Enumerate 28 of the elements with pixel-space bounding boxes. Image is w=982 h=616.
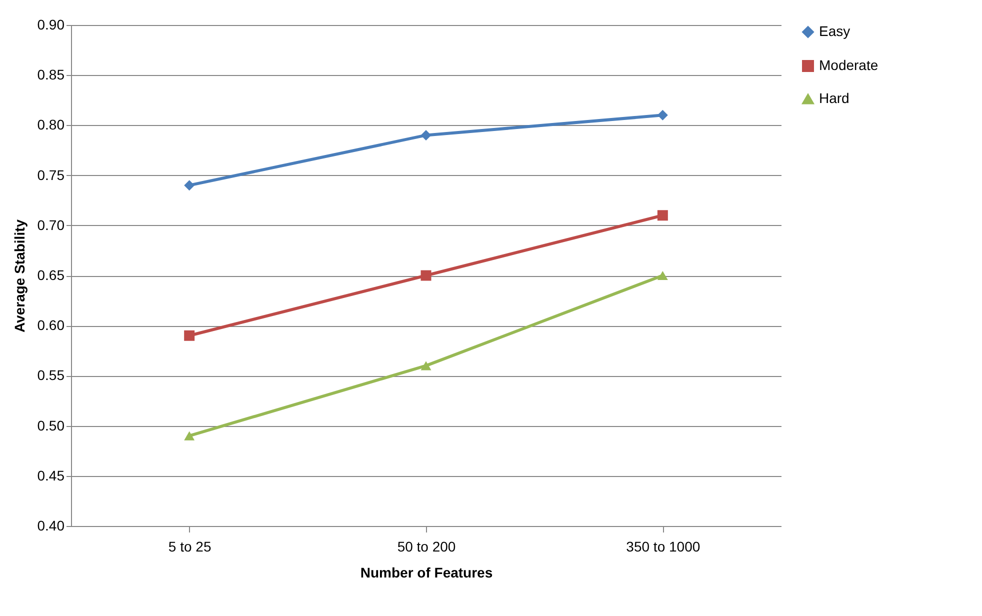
y-tick-label: 0.80 [37,116,65,133]
point [184,330,195,341]
y-tick-label: 0.40 [37,518,65,534]
point [184,431,195,440]
point [420,130,432,140]
legend-label: Easy [819,23,850,39]
y-tick-label: 0.60 [37,317,65,334]
x-axis-title: Number of Features [360,564,493,580]
y-tick-label: 0.65 [37,267,65,283]
point [657,210,668,221]
y-tick-label: 0.75 [37,166,65,183]
x-tick-label: 350 to 1000 [626,538,700,554]
point [657,270,668,280]
legend-label: Moderate [819,57,878,73]
legend-label: Hard [819,90,850,106]
x-tick-label: 5 to 25 [168,538,212,554]
y-tick-label: 0.90 [37,16,65,32]
point [420,270,432,281]
y-tick-label: 0.85 [37,66,65,83]
y-tick-label: 0.55 [37,367,65,384]
point [184,180,195,191]
y-axis-title: Average Stability [11,219,28,333]
y-tick-label: 0.50 [37,417,65,434]
y-tick-label: 0.70 [37,216,65,233]
x-tick-label: 50 to 200 [397,538,456,554]
point [420,361,432,370]
point [657,110,668,120]
y-tick-label: 0.45 [37,467,65,484]
